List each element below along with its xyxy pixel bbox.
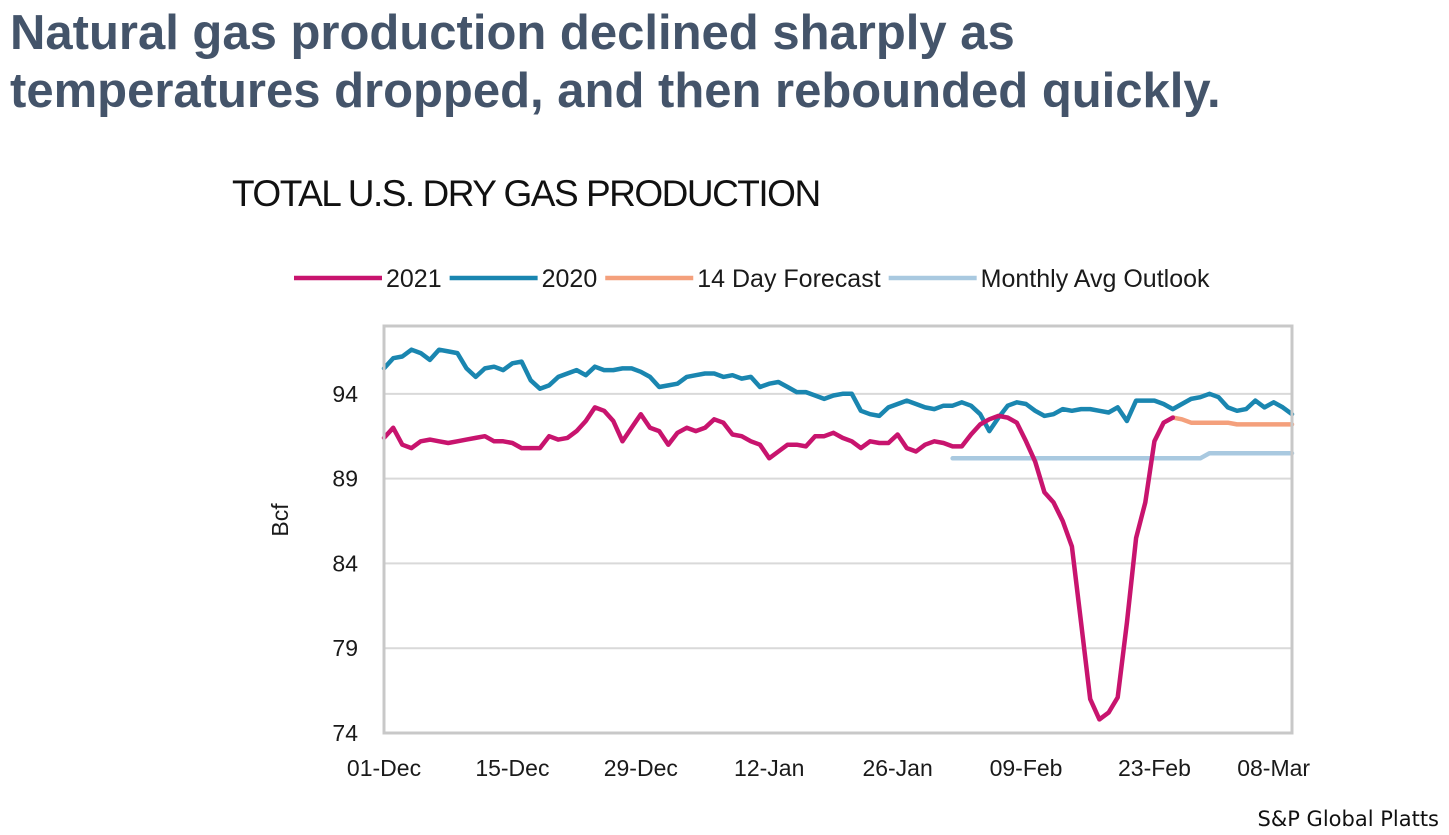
chart-series	[381, 347, 1295, 722]
chart-legend: 2021 2020 14 Day Forecast Monthly Avg Outlo…	[294, 265, 1210, 293]
series-line-2020	[381, 347, 1295, 434]
x-axis-ticks: 01-Dec 15-Dec 29-Dec 12-Jan 26-Jan 09-Feb 23-F…	[347, 755, 1310, 781]
legend-label: 2021	[386, 265, 442, 293]
legend-item-2021: 2021	[294, 265, 442, 293]
headline: Natural gas production declined sharply …	[10, 4, 1430, 120]
chart-gridlines	[384, 392, 1292, 650]
chart-title: TOTAL U.S. DRY GAS PRODUCTION	[232, 173, 821, 214]
x-tick-label: 23-Feb	[1118, 755, 1191, 781]
y-tick-label: 79	[332, 635, 358, 661]
series-line-monthly-avg-outlook	[950, 450, 1295, 461]
headline-line-1: Natural gas production declined sharply …	[10, 6, 1015, 60]
y-axis-label: Bcf	[267, 503, 293, 537]
x-tick-label: 08-Mar	[1237, 755, 1310, 781]
x-tick-label: 12-Jan	[734, 755, 804, 781]
legend-item-monthly-avg-outlook: Monthly Avg Outlook	[888, 265, 1210, 293]
y-tick-label: 84	[332, 550, 358, 576]
legend-label: 2020	[542, 265, 598, 293]
legend-item-14-day-forecast: 14 Day Forecast	[605, 265, 881, 293]
x-tick-label: 09-Feb	[990, 755, 1063, 781]
x-tick-label: 01-Dec	[347, 755, 421, 781]
legend-label: Monthly Avg Outlook	[981, 265, 1210, 293]
x-tick-label: 15-Dec	[475, 755, 549, 781]
legend-item-2020: 2020	[449, 265, 598, 293]
x-tick-label: 29-Dec	[604, 755, 678, 781]
y-tick-label: 89	[332, 466, 358, 492]
series-line-2021	[381, 405, 1176, 722]
plot-frame	[382, 324, 1294, 735]
x-tick-label: 26-Jan	[862, 755, 932, 781]
source-credit: S&P Global Platts	[1257, 807, 1439, 831]
series-line-14-day-forecast	[1170, 415, 1295, 427]
y-tick-label: 74	[332, 720, 358, 746]
y-tick-label: 94	[332, 381, 358, 407]
legend-label: 14 Day Forecast	[697, 265, 880, 293]
headline-line-2: temperatures dropped, and then rebounded…	[10, 64, 1221, 118]
y-axis-ticks: 74 79 84 89 94	[332, 381, 358, 746]
